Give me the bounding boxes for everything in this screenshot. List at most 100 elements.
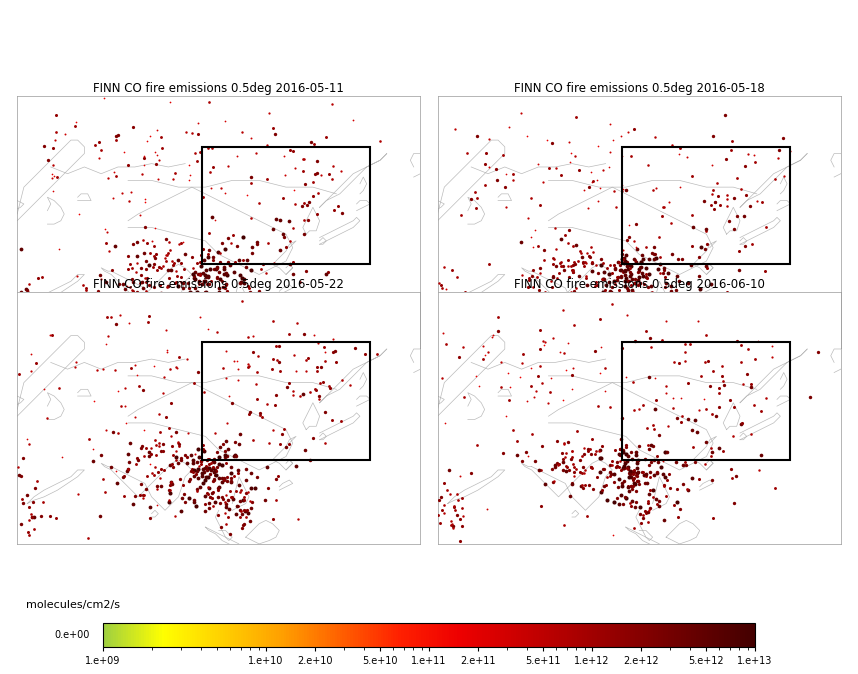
Point — [213, 274, 227, 284]
Point — [492, 312, 505, 323]
Point — [225, 462, 239, 472]
Point — [712, 401, 726, 412]
Point — [616, 267, 630, 278]
Point — [591, 401, 605, 412]
Point — [260, 399, 274, 410]
Point — [557, 438, 571, 449]
Point — [239, 262, 252, 272]
Point — [240, 255, 254, 266]
Point — [121, 250, 135, 261]
Point — [220, 313, 233, 324]
Point — [629, 257, 643, 268]
Point — [645, 286, 659, 297]
Point — [26, 497, 39, 508]
Point — [583, 251, 597, 262]
Point — [479, 179, 492, 190]
Point — [226, 492, 239, 503]
Point — [125, 284, 139, 295]
Point — [629, 446, 643, 457]
Point — [149, 158, 163, 169]
Point — [308, 384, 322, 394]
Point — [212, 510, 226, 520]
Point — [110, 477, 124, 488]
Point — [299, 266, 313, 276]
Point — [140, 484, 154, 495]
Point — [592, 445, 606, 456]
Point — [635, 249, 649, 260]
Point — [623, 498, 637, 509]
Point — [453, 514, 467, 524]
Point — [728, 193, 741, 204]
Point — [142, 131, 156, 142]
Point — [624, 280, 637, 290]
Point — [172, 239, 186, 249]
Point — [456, 322, 469, 333]
Point — [597, 274, 611, 284]
Point — [580, 248, 594, 259]
Point — [547, 462, 561, 472]
Point — [184, 466, 197, 477]
Point — [195, 470, 208, 481]
Point — [206, 456, 220, 466]
Point — [649, 494, 662, 505]
Point — [277, 231, 291, 242]
Point — [647, 291, 661, 302]
Point — [642, 329, 656, 340]
Point — [176, 480, 190, 491]
Point — [176, 493, 190, 503]
Point — [644, 342, 657, 353]
Point — [440, 307, 454, 318]
Point — [642, 300, 656, 311]
Point — [651, 315, 665, 326]
Point — [287, 349, 301, 360]
Point — [599, 280, 613, 290]
Point — [121, 448, 135, 459]
Point — [233, 254, 246, 265]
Point — [699, 404, 713, 415]
Point — [595, 273, 609, 284]
Point — [215, 298, 229, 309]
Point — [314, 361, 328, 372]
Point — [275, 429, 289, 439]
Point — [594, 452, 607, 463]
Point — [233, 270, 247, 281]
Point — [710, 410, 723, 421]
Point — [282, 439, 296, 450]
Point — [585, 266, 599, 276]
Point — [49, 126, 63, 137]
Point — [189, 501, 202, 512]
Point — [184, 307, 197, 318]
Point — [296, 389, 310, 400]
Point — [212, 481, 226, 492]
Point — [560, 462, 574, 473]
Point — [22, 278, 36, 289]
Point — [202, 453, 216, 464]
Point — [145, 468, 159, 479]
Point — [50, 110, 63, 121]
Point — [208, 474, 221, 485]
Point — [655, 295, 668, 306]
Point — [506, 175, 520, 185]
Bar — [622, 147, 790, 264]
Point — [227, 267, 241, 278]
Point — [615, 293, 629, 304]
Point — [301, 353, 315, 363]
Point — [148, 147, 162, 158]
Point — [597, 463, 611, 474]
Point — [104, 311, 118, 322]
Point — [602, 276, 616, 287]
Point — [279, 242, 293, 253]
Point — [334, 416, 347, 427]
Point — [594, 342, 607, 353]
Point — [521, 282, 535, 293]
Point — [104, 462, 118, 472]
Point — [737, 211, 751, 222]
Point — [565, 479, 578, 489]
Point — [182, 160, 196, 171]
Point — [499, 202, 513, 212]
Point — [700, 239, 714, 249]
Point — [239, 464, 253, 474]
Point — [704, 279, 718, 290]
Point — [221, 298, 235, 309]
Point — [616, 462, 630, 473]
